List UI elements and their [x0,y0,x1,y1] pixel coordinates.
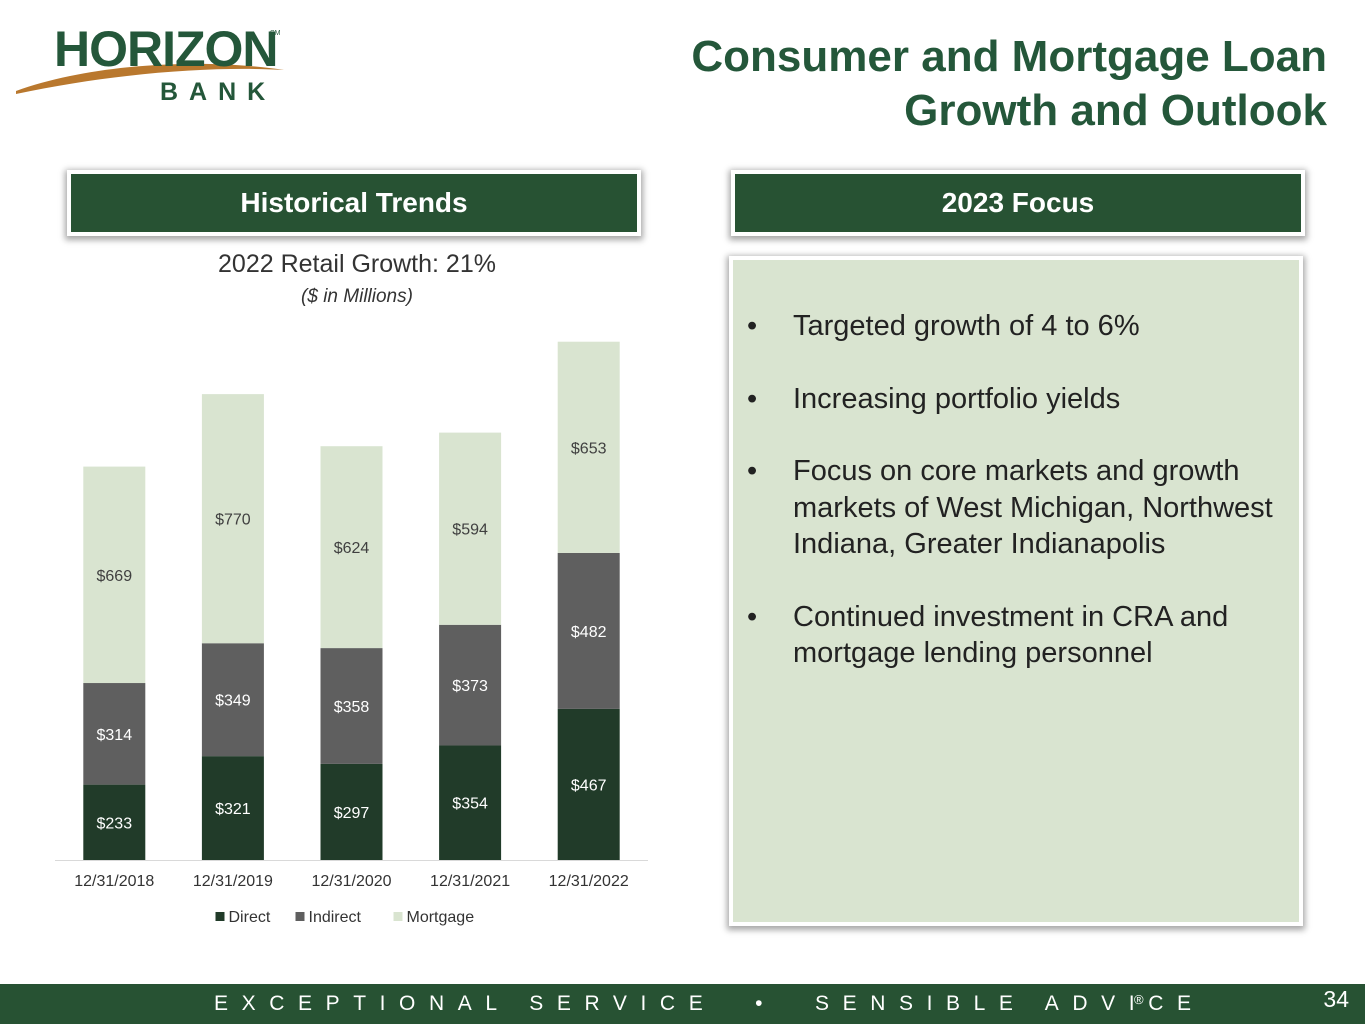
bullet-icon: • [747,600,758,633]
data-label: $669 [97,568,133,585]
logo-service-mark: SM [270,30,281,37]
stacked-bar-chart: $233 $314 $669 12/31/2018 $321 $349 $770 12/31/… [55,341,648,926]
focus-item-text: Targeted growth of 4 to 6% [793,310,1140,342]
focus-item: • Focus on core markets and growth market… [745,453,1275,563]
data-label: $770 [215,512,251,529]
footer-tagline: EXCEPTIONAL SERVICE • SENSIBLE ADVICE [214,992,1205,1015]
bar-segment-indirect [557,552,620,709]
bar-segment-direct [439,745,502,860]
data-label: $314 [97,727,133,744]
x-tick-label: 12/31/2020 [311,873,391,890]
chart-title: 2022 Retail Growth: 21% [218,250,496,278]
focus-list: • Targeted growth of 4 to 6% • Increasing … [745,308,1275,708]
bar-segment-indirect [320,648,383,764]
chart-subtitle: ($ in Millions) [301,286,413,307]
registered-mark: ® [1134,992,1144,1007]
data-label: $482 [571,624,607,641]
data-label: $653 [571,440,607,457]
focus-item: • Increasing portfolio yields [745,381,1275,418]
page-title-line-1: Consumer and Mortgage Loan [691,32,1327,81]
horizon-bank-logo: HORIZON SM BANK [14,18,304,113]
x-tick-label: 12/31/2018 [74,873,154,890]
bar-segment-mortgage [439,432,502,625]
bar-segment-direct [557,708,620,860]
bar-segment-direct [201,756,264,860]
bullet-icon: • [747,310,758,342]
legend-label: Direct [229,909,271,926]
data-label: $624 [334,540,370,557]
bar-segment-mortgage [557,341,620,553]
data-label: $297 [334,805,370,822]
focus-2023-header: 2023 Focus [731,170,1305,236]
focus-panel: • Targeted growth of 4 to 6% • Increasing … [729,256,1303,926]
footer-bar: EXCEPTIONAL SERVICE • SENSIBLE ADVICE ® … [0,984,1365,1024]
legend-label: Indirect [309,909,362,926]
data-label: $354 [452,796,488,813]
page-title-line-2: Growth and Outlook [904,86,1327,135]
data-label: $233 [97,815,133,832]
legend-label: Mortgage [407,909,475,926]
data-label: $467 [571,777,607,794]
page-title: Consumer and Mortgage Loan Growth and Ou… [607,30,1327,138]
bar-segment-mortgage [83,466,146,684]
logo-swoosh-icon [16,63,284,94]
focus-item: • Continued investment in CRA and mortgag… [745,599,1275,672]
data-label: $321 [215,801,251,818]
historical-trends-header: Historical Trends [67,170,641,236]
bullet-icon: • [747,382,758,415]
logo-wordmark: HORIZON [54,21,279,77]
legend-swatch-indirect [295,912,305,921]
bar-segment-indirect [439,624,502,746]
data-label: $594 [452,522,488,539]
legend-swatch-direct [215,912,225,921]
bar-segment-direct [320,763,383,860]
bar-segment-indirect [201,643,264,757]
x-tick-label: 12/31/2022 [549,873,629,890]
focus-item: • Targeted growth of 4 to 6% [745,308,1275,345]
bar-segment-mortgage [201,394,264,644]
page-number: 34 [1323,986,1349,1012]
x-tick-label: 12/31/2019 [193,873,273,890]
legend-swatch-mortgage [393,912,403,921]
logo-subtext: BANK [160,78,277,106]
data-label: $349 [215,693,251,710]
focus-item-text: Focus on core markets and growth markets… [793,455,1273,560]
x-tick-label: 12/31/2021 [430,873,510,890]
data-label: $373 [452,678,488,695]
data-label: $358 [334,699,370,716]
focus-item-text: Increasing portfolio yields [793,382,1121,415]
bullet-icon: • [747,455,758,487]
focus-item-text: Continued investment in CRA and mortgage… [793,600,1229,670]
bar-segment-direct [83,784,146,860]
bar-segment-indirect [83,683,146,785]
bar-segment-mortgage [320,446,383,649]
